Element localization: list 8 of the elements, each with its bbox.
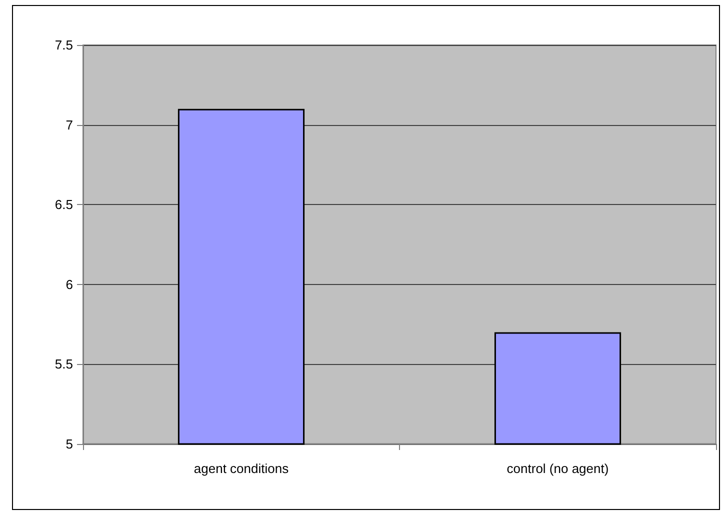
y-tick-label: 7 [66,117,73,132]
y-tick-label: 6 [66,276,73,292]
y-tick-label: 5.5 [54,356,73,372]
y-tick-label: 6.5 [54,197,73,212]
y-tick-label: 5 [66,436,73,452]
x-tick-label: agent conditions [194,461,290,476]
x-tick-label: control (no agent) [506,461,609,476]
y-tick-label: 7.5 [54,38,73,52]
